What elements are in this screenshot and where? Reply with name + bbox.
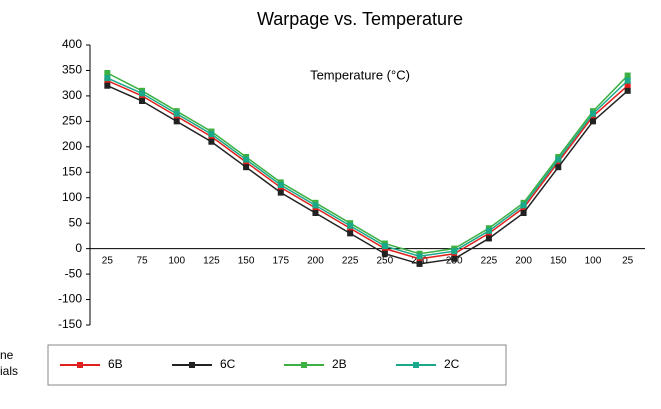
point-marker bbox=[208, 131, 214, 137]
point-marker bbox=[139, 98, 145, 104]
point-marker bbox=[625, 88, 631, 94]
x-tick-label: 125 bbox=[203, 255, 220, 266]
legend-label: 2C bbox=[444, 357, 460, 371]
x-tick-label: 150 bbox=[550, 255, 567, 266]
x-tick-label: 150 bbox=[238, 255, 255, 266]
point-marker bbox=[555, 164, 561, 170]
legend-label: 6C bbox=[220, 357, 236, 371]
y-tick-label: 150 bbox=[62, 164, 82, 178]
point-marker bbox=[104, 83, 110, 89]
point-marker bbox=[347, 223, 353, 229]
x-tick-label: 225 bbox=[342, 255, 359, 266]
y-tick-label: -50 bbox=[65, 266, 83, 280]
point-marker bbox=[243, 157, 249, 163]
point-marker bbox=[278, 190, 284, 196]
x-axis-title: Temperature (°C) bbox=[310, 67, 410, 82]
point-marker bbox=[625, 78, 631, 84]
legend-title: ne bbox=[0, 348, 14, 362]
x-tick-label: 200 bbox=[515, 255, 532, 266]
point-marker bbox=[104, 75, 110, 81]
series-line bbox=[107, 73, 627, 254]
point-marker bbox=[174, 111, 180, 117]
y-tick-label: 350 bbox=[62, 63, 82, 77]
y-tick-label: 50 bbox=[69, 215, 83, 229]
y-tick-label: 100 bbox=[62, 190, 82, 204]
point-marker bbox=[590, 111, 596, 117]
x-tick-label: 25 bbox=[622, 255, 634, 266]
y-tick-label: -100 bbox=[58, 292, 82, 306]
legend-marker bbox=[77, 362, 83, 368]
point-marker bbox=[347, 230, 353, 236]
point-marker bbox=[590, 118, 596, 124]
point-marker bbox=[417, 261, 423, 267]
x-tick-label: 200 bbox=[307, 255, 324, 266]
point-marker bbox=[312, 202, 318, 208]
x-tick-label: 75 bbox=[136, 255, 148, 266]
series-line bbox=[107, 81, 627, 259]
point-marker bbox=[312, 210, 318, 216]
point-marker bbox=[382, 243, 388, 249]
point-marker bbox=[417, 253, 423, 259]
legend-label: 6B bbox=[108, 357, 123, 371]
x-tick-label: 225 bbox=[481, 255, 498, 266]
point-marker bbox=[278, 182, 284, 188]
y-tick-label: -150 bbox=[58, 317, 82, 331]
x-tick-label: 100 bbox=[585, 255, 602, 266]
point-marker bbox=[451, 248, 457, 254]
series-line bbox=[107, 78, 627, 256]
point-marker bbox=[486, 228, 492, 234]
point-marker bbox=[555, 157, 561, 163]
x-tick-label: 250 bbox=[377, 255, 394, 266]
legend-title: ials bbox=[0, 364, 18, 378]
y-tick-label: 0 bbox=[75, 241, 82, 255]
x-tick-label: 100 bbox=[168, 255, 185, 266]
point-marker bbox=[243, 164, 249, 170]
point-marker bbox=[486, 235, 492, 241]
chart-title: Warpage vs. Temperature bbox=[257, 9, 463, 29]
y-tick-label: 250 bbox=[62, 114, 82, 128]
point-marker bbox=[521, 202, 527, 208]
point-marker bbox=[139, 90, 145, 96]
series-line bbox=[107, 86, 627, 264]
x-tick-label: 25 bbox=[102, 255, 114, 266]
point-marker bbox=[521, 210, 527, 216]
legend-marker bbox=[189, 362, 195, 368]
legend-marker bbox=[413, 362, 419, 368]
x-tick-label: 175 bbox=[272, 255, 289, 266]
point-marker bbox=[174, 118, 180, 124]
legend-marker bbox=[301, 362, 307, 368]
point-marker bbox=[382, 251, 388, 257]
legend-label: 2B bbox=[332, 357, 347, 371]
y-tick-label: 300 bbox=[62, 88, 82, 102]
point-marker bbox=[208, 139, 214, 145]
y-tick-label: 200 bbox=[62, 139, 82, 153]
chart: Warpage vs. Temperature Temperature (°C)… bbox=[0, 0, 661, 409]
point-marker bbox=[451, 256, 457, 262]
y-tick-label: 400 bbox=[62, 37, 82, 51]
